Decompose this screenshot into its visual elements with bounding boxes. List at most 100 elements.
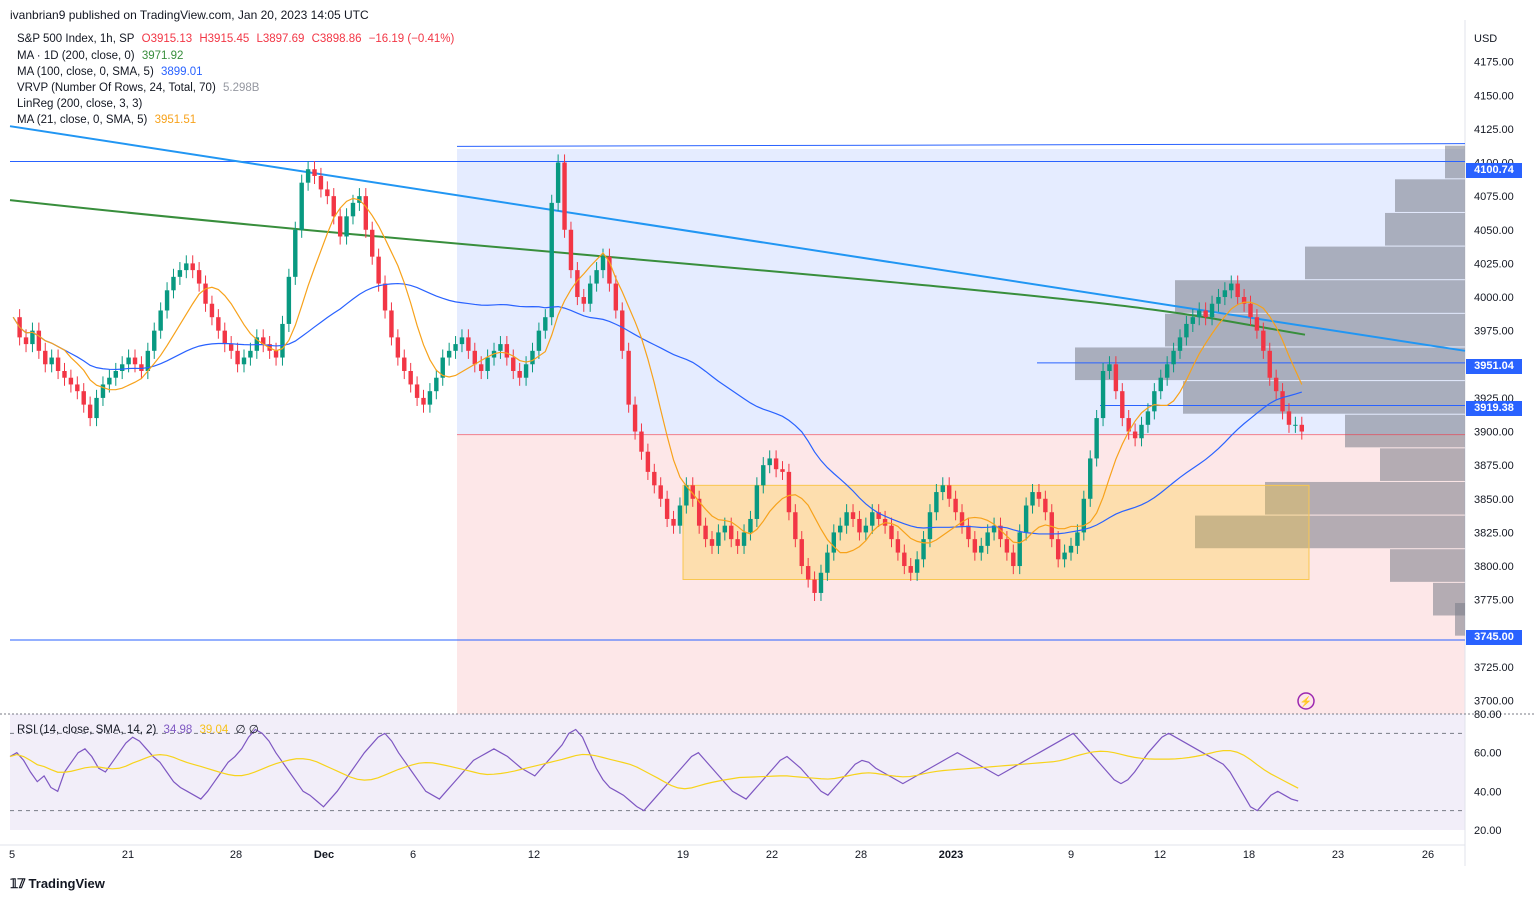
candle-body xyxy=(472,350,477,365)
candle-body xyxy=(132,357,138,365)
legend-title-row: S&P 500 Index, 1h, SP O3915.13 H3915.45 … xyxy=(17,33,458,45)
volume-profile-bar xyxy=(1380,448,1465,481)
candle-body xyxy=(594,270,599,284)
candle-body xyxy=(831,532,837,553)
candle-body xyxy=(1261,330,1266,351)
candle-body xyxy=(530,350,535,365)
candle-body xyxy=(735,539,740,546)
candle-body xyxy=(126,357,131,365)
candle-body xyxy=(1011,552,1016,567)
candle-body xyxy=(523,364,529,378)
candle-body xyxy=(337,216,343,237)
candle-body xyxy=(184,263,189,271)
symbol-title[interactable]: S&P 500 Index, 1h, SP xyxy=(17,33,135,45)
candle-body xyxy=(1081,498,1087,533)
candle-body xyxy=(235,350,240,365)
candle-body xyxy=(543,317,548,331)
legend-ma21[interactable]: MA (21, close, 0, SMA, 5) 3951.51 xyxy=(17,114,200,126)
candle-body xyxy=(671,518,676,526)
time-tick-label: 2023 xyxy=(939,849,963,861)
vrvp-label: VRVP (Number Of Rows, 24, Total, 70) xyxy=(17,82,216,94)
candle-body xyxy=(818,572,824,593)
candle-body xyxy=(1100,371,1106,419)
candle-body xyxy=(164,290,170,311)
candle-body xyxy=(1036,492,1042,499)
candle-body xyxy=(703,525,708,540)
time-tick-label: 21 xyxy=(122,849,134,861)
candle-body xyxy=(767,458,772,466)
candle-body xyxy=(562,162,567,230)
candle-body xyxy=(36,330,42,351)
price-tick-label: 3700.00 xyxy=(1474,696,1514,708)
candle-body xyxy=(838,525,843,533)
candle-body xyxy=(1030,492,1035,506)
legend-vrvp[interactable]: VRVP (Number Of Rows, 24, Total, 70) 5.2… xyxy=(17,82,263,94)
candle-body xyxy=(677,505,683,526)
candle-body xyxy=(812,579,817,593)
candle-body xyxy=(434,377,439,392)
legend-rsi[interactable]: RSI (14, close, SMA, 14, 2) 34.98 39.04 … xyxy=(17,722,263,736)
ohlc-high: H3915.45 xyxy=(199,33,250,45)
ma100-line xyxy=(12,282,1302,535)
candle-body xyxy=(940,485,945,493)
ma21-line xyxy=(12,197,1303,554)
candle-body xyxy=(722,525,728,533)
candle-body xyxy=(350,202,356,217)
candle-body xyxy=(100,384,106,398)
candle-body xyxy=(1222,290,1228,298)
candle-body xyxy=(107,377,112,385)
legend-ma100[interactable]: MA (100, close, 0, SMA, 5) 3899.01 xyxy=(17,66,207,78)
candle-body xyxy=(934,492,939,513)
candle-body xyxy=(850,512,856,519)
candle-body xyxy=(549,202,554,318)
linreg-trend-line xyxy=(9,125,1466,352)
candle-body xyxy=(23,337,29,345)
candle-body xyxy=(139,364,144,371)
candle-body xyxy=(459,337,465,345)
candle-body xyxy=(857,518,862,533)
price-tick-label: 3775.00 xyxy=(1474,595,1514,607)
candle-body xyxy=(466,337,471,351)
candle-body xyxy=(1068,545,1074,553)
time-tick-label: 18 xyxy=(1243,849,1255,861)
candle-body xyxy=(741,532,747,546)
candle-body xyxy=(478,364,484,371)
candle-body xyxy=(927,512,933,540)
candle-body xyxy=(1055,539,1061,560)
candle-body xyxy=(645,451,651,472)
legend-ma200[interactable]: MA · 1D (200, close, 0) 3971.92 xyxy=(17,50,187,62)
candle-body xyxy=(293,229,298,277)
candle-body xyxy=(652,471,657,486)
candle-body xyxy=(119,364,125,371)
rsi-tick-label: 80.00 xyxy=(1474,709,1502,721)
candle-body xyxy=(959,512,965,526)
candle-body xyxy=(363,196,369,230)
candle-body xyxy=(921,539,926,560)
candle-body xyxy=(485,357,490,371)
candle-body xyxy=(75,384,80,392)
candle-body xyxy=(716,532,721,546)
candle-body xyxy=(1203,310,1208,318)
legend-linreg[interactable]: LinReg (200, close, 3, 3) xyxy=(17,98,146,110)
tradingview-logo[interactable]: 𝟙𝟟 TradingView xyxy=(10,876,105,892)
ma21-value: 3951.51 xyxy=(154,114,197,126)
candle-body xyxy=(113,371,118,378)
candle-body xyxy=(575,270,580,298)
candle-body xyxy=(286,276,292,324)
time-tick-label: 23 xyxy=(1332,849,1344,861)
candle-body xyxy=(1184,323,1189,338)
candle-body xyxy=(805,566,811,580)
candle-body xyxy=(318,175,324,190)
price-tick-label: 4025.00 xyxy=(1474,258,1514,270)
candle-body xyxy=(440,357,445,378)
candle-body xyxy=(344,216,349,237)
candle-body xyxy=(62,371,67,378)
candle-body xyxy=(145,350,151,371)
candle-body xyxy=(1273,377,1279,392)
candle-body xyxy=(555,162,561,203)
candle-body xyxy=(991,525,997,533)
price-tick-label: 4075.00 xyxy=(1474,191,1514,203)
candle-body xyxy=(1299,424,1304,432)
candle-body xyxy=(1235,283,1240,298)
